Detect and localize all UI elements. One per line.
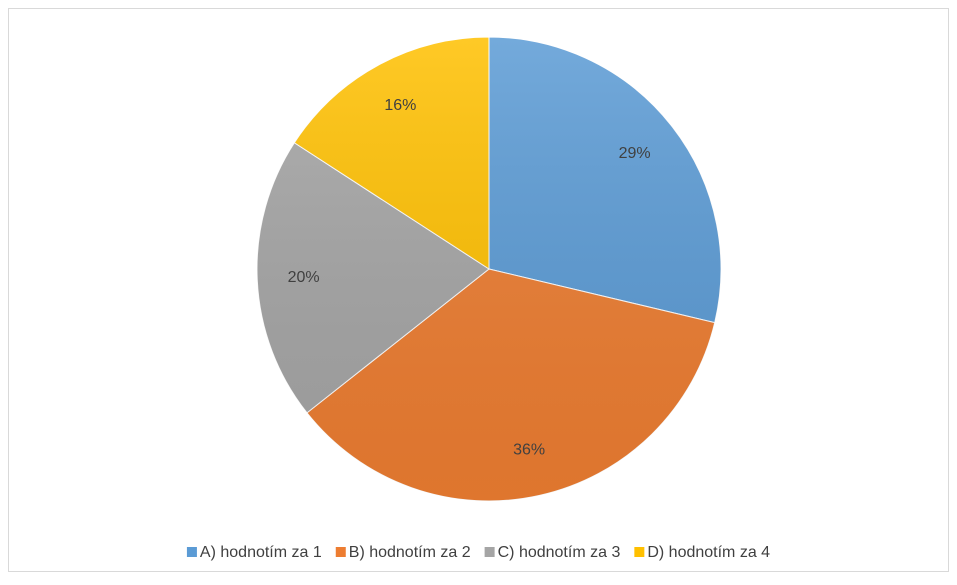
data-label: 29%: [619, 145, 651, 162]
legend-swatch: [484, 547, 495, 557]
legend-label: D) hodnotím za 4: [647, 544, 770, 561]
legend-label: A) hodnotím za 1: [200, 544, 322, 561]
legend-swatch: [186, 547, 197, 557]
legend-swatch: [634, 547, 645, 557]
data-label: 16%: [384, 97, 416, 114]
legend-label: B) hodnotím za 2: [349, 544, 471, 561]
legend: A) hodnotím za 1 B) hodnotím za 2 C) hodno…: [186, 544, 770, 561]
legend-swatch: [335, 547, 346, 557]
legend-label: C) hodnotím za 3: [498, 544, 621, 561]
data-label: 20%: [288, 269, 320, 286]
pie: 29% 36% 20% 16%: [256, 36, 722, 502]
data-label: 36%: [513, 441, 545, 458]
